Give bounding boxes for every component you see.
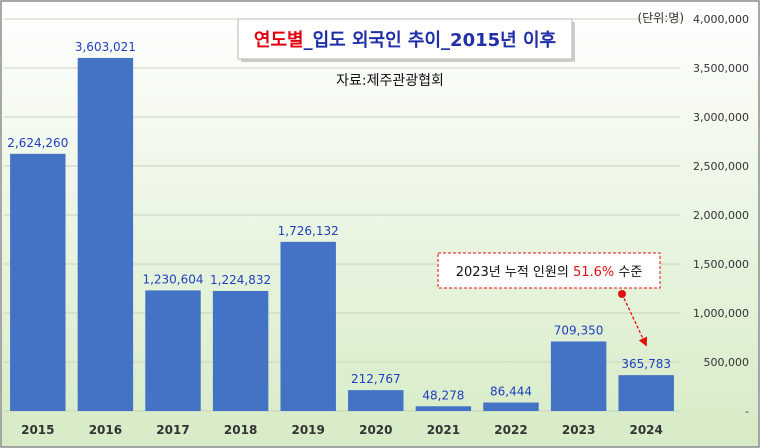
- chart-title-box: 연도별_입도 외국인 추이_2015년 이후: [237, 18, 575, 62]
- x-tick-label: 2019: [291, 423, 324, 437]
- x-tick-label: 2017: [156, 423, 189, 437]
- bar: [550, 341, 607, 411]
- annotation-text-before: 2023년 누적 인원의: [456, 265, 573, 280]
- bars: [10, 57, 674, 412]
- annotation: 2023년 누적 인원의 51.6% 수준: [437, 252, 661, 347]
- annotation-box: [437, 252, 661, 289]
- bar-value-label: 3,603,021: [75, 40, 136, 54]
- bar-value-label: 48,278: [422, 388, 464, 402]
- x-tick-label: 2024: [629, 423, 662, 437]
- y-tick-label: -: [745, 405, 749, 418]
- bar-value-label: 212,767: [351, 372, 401, 386]
- y-tick-label: 500,000: [704, 356, 750, 369]
- chart-title-part1: 연도별: [254, 30, 304, 51]
- bar-value-label: 86,444: [490, 385, 532, 399]
- chart-title-part2: _입도 외국인 추이_2015년 이후: [304, 29, 557, 51]
- bar: [280, 241, 336, 411]
- x-tick-label: 2018: [224, 423, 257, 437]
- bar: [483, 402, 539, 411]
- chart-source: 자료:제주관광협회: [336, 73, 444, 89]
- y-tick-label: 1,500,000: [693, 258, 749, 271]
- bar-value-label: 1,230,604: [142, 272, 203, 286]
- bar: [618, 375, 674, 411]
- bar-value-label: 365,783: [621, 357, 671, 371]
- y-axis-tick-labels: - 500,000 1,000,000 1,500,000 2,000,000 2,500…: [693, 13, 749, 418]
- bar: [415, 406, 472, 411]
- value-labels: 2,624,260 3,603,021 1,230,604 1,224,832 1,72…: [7, 40, 671, 402]
- bar-value-label: 709,350: [554, 323, 604, 337]
- y-tick-label: 4,000,000: [693, 13, 749, 26]
- annotation-arrow: [621, 293, 648, 347]
- y-tick-label: 2,000,000: [693, 209, 749, 222]
- x-tick-label: 2021: [427, 423, 460, 437]
- x-tick-label: 2015: [21, 423, 54, 437]
- x-tick-label: 2022: [494, 423, 527, 437]
- bar-value-label: 1,726,132: [278, 224, 339, 238]
- bar-value-label: 1,224,832: [210, 273, 271, 287]
- bar-value-label: 2,624,260: [7, 136, 68, 150]
- bar: [212, 290, 269, 411]
- unit-label: (단위:명): [637, 11, 684, 25]
- y-tick-label: 1,000,000: [693, 307, 749, 320]
- annotation-highlight: 51.6%: [573, 265, 614, 280]
- bar: [145, 290, 201, 411]
- bar: [10, 153, 66, 412]
- x-tick-label: 2023: [562, 423, 595, 437]
- bar: [348, 390, 404, 411]
- annotation-text-after: 수준: [614, 265, 642, 280]
- x-axis-tick-labels: 2015 2016 2017 2018 2019 2020 2021 2022 2023 2024: [21, 423, 663, 437]
- y-tick-label: 3,500,000: [693, 62, 749, 75]
- annotation-text: 2023년 누적 인원의 51.6% 수준: [456, 265, 643, 280]
- chart-title: 연도별_입도 외국인 추이_2015년 이후: [254, 29, 556, 51]
- bar: [77, 57, 134, 412]
- y-tick-label: 3,000,000: [693, 111, 749, 124]
- y-tick-label: 2,500,000: [693, 160, 749, 173]
- x-tick-label: 2020: [359, 423, 392, 437]
- x-tick-label: 2016: [89, 423, 122, 437]
